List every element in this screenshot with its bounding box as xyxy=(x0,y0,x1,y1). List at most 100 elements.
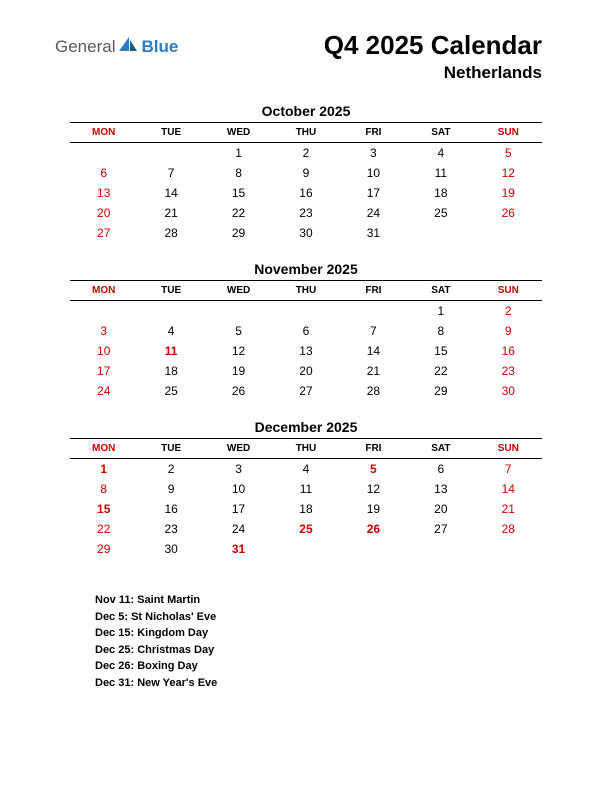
calendar-cell: 26 xyxy=(340,519,407,539)
calendar-cell: 9 xyxy=(272,163,339,183)
calendar-table: MONTUEWEDTHUFRISATSUN1234567891011121314… xyxy=(70,438,542,559)
day-header: WED xyxy=(205,281,272,301)
calendar-cell: 22 xyxy=(70,519,137,539)
calendar-cell: 10 xyxy=(70,341,137,361)
calendar-cell: 2 xyxy=(475,301,542,322)
day-header: SUN xyxy=(475,123,542,143)
calendar-row: 12345 xyxy=(70,143,542,164)
calendar-cell: 13 xyxy=(407,479,474,499)
calendar-row: 13141516171819 xyxy=(70,183,542,203)
day-header: SUN xyxy=(475,281,542,301)
calendar-cell: 24 xyxy=(205,519,272,539)
calendar-cell: 28 xyxy=(475,519,542,539)
calendar-row: 15161718192021 xyxy=(70,499,542,519)
calendars-container: October 2025MONTUEWEDTHUFRISATSUN1234567… xyxy=(0,93,612,559)
calendar-table: MONTUEWEDTHUFRISATSUN1234567891011121314… xyxy=(70,280,542,401)
calendar-cell xyxy=(272,539,339,559)
calendar-cell: 29 xyxy=(70,539,137,559)
calendar-cell: 31 xyxy=(205,539,272,559)
calendar-cell: 1 xyxy=(205,143,272,164)
calendar-cell: 4 xyxy=(272,459,339,480)
calendar-cell: 15 xyxy=(407,341,474,361)
calendar-cell xyxy=(137,143,204,164)
holiday-item: Nov 11: Saint Martin xyxy=(95,592,612,609)
calendar-cell: 19 xyxy=(475,183,542,203)
logo-text-general: General xyxy=(55,37,115,57)
calendar-cell: 3 xyxy=(205,459,272,480)
calendar-cell: 20 xyxy=(272,361,339,381)
calendar-cell: 25 xyxy=(272,519,339,539)
calendar-cell: 17 xyxy=(340,183,407,203)
day-header: TUE xyxy=(137,123,204,143)
calendar-cell: 13 xyxy=(272,341,339,361)
calendar-cell: 14 xyxy=(340,341,407,361)
calendar-cell: 3 xyxy=(340,143,407,164)
day-header: TUE xyxy=(137,439,204,459)
day-header: WED xyxy=(205,439,272,459)
calendar-cell xyxy=(70,143,137,164)
calendar-cell: 21 xyxy=(475,499,542,519)
calendar-cell: 16 xyxy=(137,499,204,519)
calendar-row: 293031 xyxy=(70,539,542,559)
calendar-cell: 1 xyxy=(407,301,474,322)
day-header: WED xyxy=(205,123,272,143)
calendar-cell: 8 xyxy=(70,479,137,499)
day-header: MON xyxy=(70,123,137,143)
calendar-cell: 20 xyxy=(407,499,474,519)
calendar-cell: 5 xyxy=(340,459,407,480)
holiday-item: Dec 31: New Year's Eve xyxy=(95,675,612,692)
calendar-cell: 7 xyxy=(475,459,542,480)
calendar-cell: 5 xyxy=(475,143,542,164)
calendar-cell: 30 xyxy=(475,381,542,401)
calendar-row: 10111213141516 xyxy=(70,341,542,361)
calendar-row: 1234567 xyxy=(70,459,542,480)
month-block: October 2025MONTUEWEDTHUFRISATSUN1234567… xyxy=(70,103,542,243)
calendar-cell: 26 xyxy=(205,381,272,401)
logo-text-blue: Blue xyxy=(141,37,178,57)
calendar-cell: 24 xyxy=(340,203,407,223)
month-title: October 2025 xyxy=(70,103,542,119)
calendar-cell: 1 xyxy=(70,459,137,480)
calendar-cell: 13 xyxy=(70,183,137,203)
day-header: FRI xyxy=(340,439,407,459)
calendar-cell: 23 xyxy=(272,203,339,223)
calendar-cell xyxy=(475,539,542,559)
day-header: FRI xyxy=(340,281,407,301)
calendar-cell xyxy=(70,301,137,322)
calendar-cell: 8 xyxy=(407,321,474,341)
calendar-row: 891011121314 xyxy=(70,479,542,499)
calendar-cell: 14 xyxy=(475,479,542,499)
calendar-cell: 15 xyxy=(205,183,272,203)
calendar-cell: 20 xyxy=(70,203,137,223)
day-header: SAT xyxy=(407,439,474,459)
calendar-cell: 18 xyxy=(407,183,474,203)
calendar-cell: 17 xyxy=(205,499,272,519)
calendar-cell: 23 xyxy=(137,519,204,539)
holiday-item: Dec 5: St Nicholas' Eve xyxy=(95,609,612,626)
calendar-cell xyxy=(340,539,407,559)
calendar-cell: 2 xyxy=(137,459,204,480)
calendar-cell: 7 xyxy=(340,321,407,341)
calendar-cell xyxy=(205,301,272,322)
calendar-cell: 22 xyxy=(407,361,474,381)
calendar-cell: 11 xyxy=(407,163,474,183)
calendar-row: 3456789 xyxy=(70,321,542,341)
calendar-cell: 31 xyxy=(340,223,407,243)
calendar-cell: 9 xyxy=(137,479,204,499)
calendar-cell: 12 xyxy=(205,341,272,361)
month-title: November 2025 xyxy=(70,261,542,277)
calendar-cell: 7 xyxy=(137,163,204,183)
day-header: THU xyxy=(272,123,339,143)
calendar-cell: 27 xyxy=(272,381,339,401)
calendar-row: 17181920212223 xyxy=(70,361,542,381)
calendar-cell: 22 xyxy=(205,203,272,223)
day-header: THU xyxy=(272,281,339,301)
calendar-cell: 25 xyxy=(407,203,474,223)
holiday-item: Dec 26: Boxing Day xyxy=(95,658,612,675)
logo-sail-icon xyxy=(117,35,139,58)
calendar-table: MONTUEWEDTHUFRISATSUN1234567891011121314… xyxy=(70,122,542,243)
calendar-cell: 14 xyxy=(137,183,204,203)
calendar-cell: 5 xyxy=(205,321,272,341)
holiday-item: Dec 15: Kingdom Day xyxy=(95,625,612,642)
calendar-cell: 4 xyxy=(137,321,204,341)
